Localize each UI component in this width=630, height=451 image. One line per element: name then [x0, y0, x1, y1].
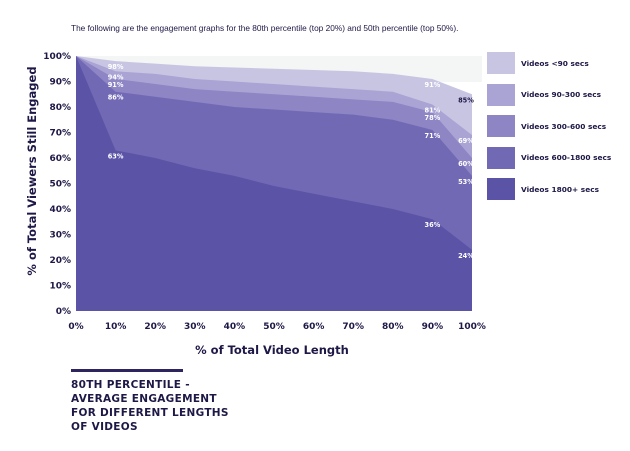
x-tick-label: 50% [263, 322, 285, 332]
chart-caption-title: 80TH PERCENTILE - AVERAGE ENGAGEMENT FOR… [71, 378, 271, 434]
chart-areas [76, 56, 472, 311]
legend-item: Videos 90-300 secs [487, 83, 627, 106]
data-label: 60% [458, 160, 474, 168]
x-tick-label: 80% [382, 322, 404, 332]
data-labels: 98%94%91%86%63%91%81%78%71%36%85%69%60%5… [108, 63, 475, 260]
legend: Videos <90 secs Videos 90-300 secs Videos … [487, 52, 627, 210]
x-tick-label: 100% [458, 322, 486, 332]
caption-line-3: FOR DIFFERENT LENGTHS [71, 407, 229, 419]
caption-line-4: OF VIDEOS [71, 421, 138, 433]
caption-line-1: 80TH PERCENTILE - [71, 379, 190, 391]
y-tick-label: 20% [49, 256, 71, 266]
x-tick-label: 10% [105, 322, 127, 332]
y-tick-label: 100% [43, 52, 71, 62]
data-label: 69% [458, 137, 474, 145]
y-axis-title: % of Total Viewers Still Engaged [25, 66, 39, 275]
data-label: 91% [108, 81, 124, 89]
y-tick-label: 60% [49, 154, 71, 164]
legend-label: Videos 1800+ secs [521, 184, 600, 194]
x-tick-label: 30% [184, 322, 206, 332]
data-label: 86% [108, 94, 124, 102]
x-tick-label: 60% [303, 322, 325, 332]
x-tick-label: 0% [68, 322, 83, 332]
y-tick-label: 0% [56, 307, 71, 317]
title-accent-bar [71, 369, 183, 372]
y-tick-label: 50% [49, 180, 71, 190]
legend-label: Videos 90-300 secs [521, 90, 602, 99]
legend-label: Videos <90 secs [521, 58, 589, 68]
x-axis-title: % of Total Video Length [195, 343, 349, 357]
data-label: 91% [425, 81, 441, 89]
data-label: 36% [425, 221, 441, 229]
x-tick-label: 70% [342, 322, 364, 332]
y-tick-label: 40% [49, 205, 71, 215]
legend-item: Videos <90 secs [487, 52, 627, 74]
caption-line-2: AVERAGE ENGAGEMENT [71, 393, 217, 405]
data-label: 94% [108, 73, 124, 81]
y-tick-label: 90% [49, 78, 71, 88]
legend-swatch [487, 83, 515, 106]
legend-label: Videos 300-600 secs [521, 121, 607, 131]
y-axis-ticks: 0% 10% 20% 30% 40% 50% 60% 70% 80% 90% 100% [43, 52, 71, 317]
x-tick-label: 20% [144, 322, 166, 332]
y-tick-label: 70% [49, 129, 71, 139]
legend-swatch [487, 178, 515, 200]
data-label: 53% [458, 178, 474, 186]
x-tick-label: 40% [224, 322, 246, 332]
legend-swatch [487, 52, 515, 74]
legend-item: Videos 1800+ secs [487, 178, 627, 200]
data-label: 81% [425, 106, 441, 114]
y-tick-label: 10% [49, 282, 71, 292]
data-label: 63% [108, 152, 124, 160]
legend-item: Videos 300-600 secs [487, 115, 627, 137]
intro-text: The following are the engagement graphs … [71, 23, 459, 33]
legend-swatch [487, 115, 515, 137]
data-label: 98% [108, 63, 124, 71]
data-label: 24% [458, 252, 474, 260]
legend-label: Videos 600-1800 secs [521, 153, 612, 162]
x-axis-ticks: 0% 10% 20% 30% 40% 50% 60% 70% 80% 90% 100% [68, 322, 486, 332]
y-tick-label: 80% [49, 103, 71, 113]
area-series-5 [76, 56, 472, 311]
data-label: 85% [458, 96, 474, 104]
data-label: 78% [425, 114, 441, 122]
legend-swatch [487, 146, 515, 169]
y-tick-label: 30% [49, 231, 71, 241]
legend-item: Videos 600-1800 secs [487, 146, 627, 169]
x-tick-label: 90% [422, 322, 444, 332]
data-label: 71% [425, 132, 441, 140]
